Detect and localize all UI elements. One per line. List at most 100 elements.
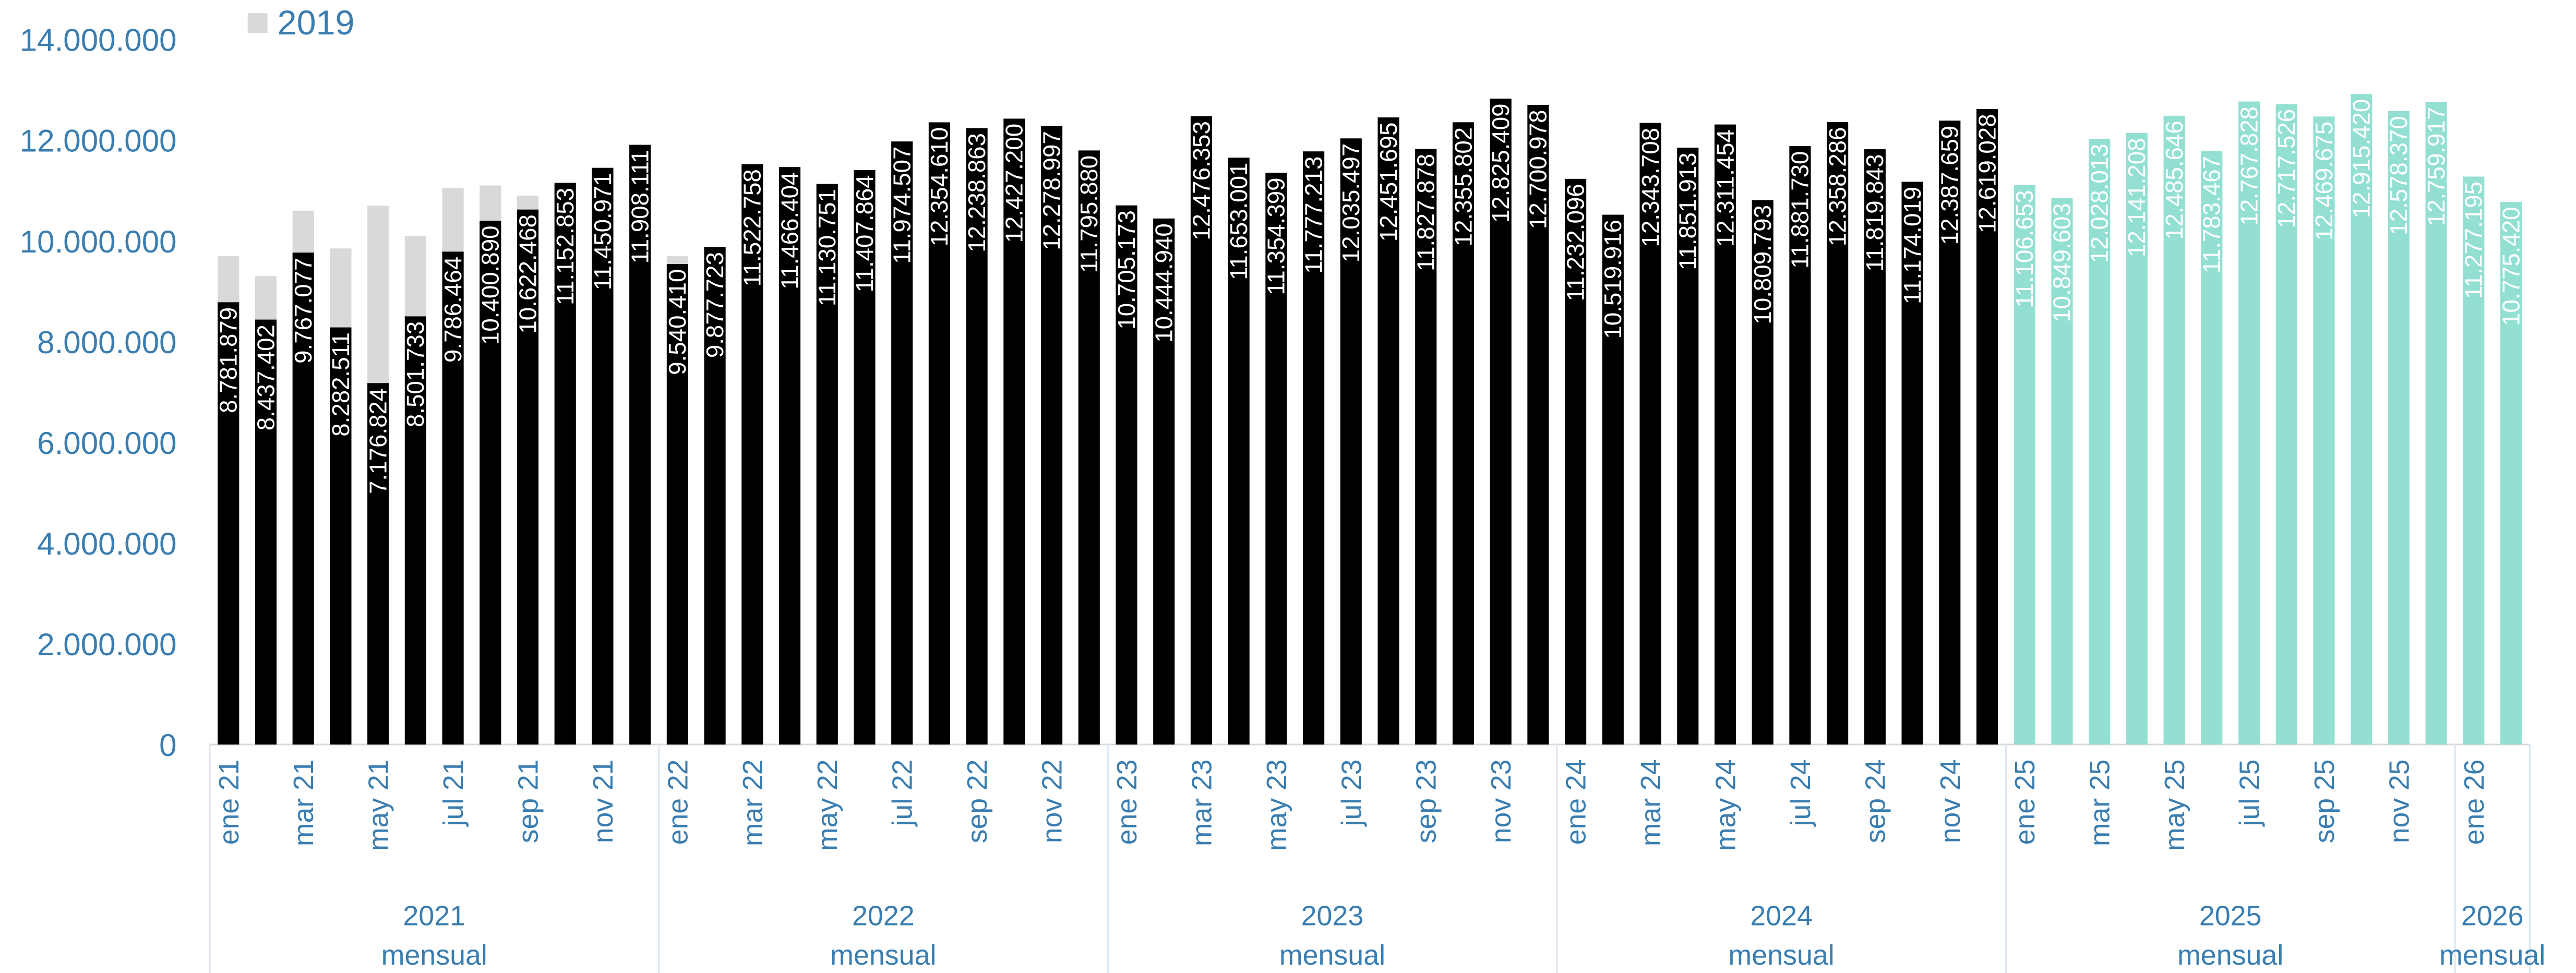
bar	[2275, 104, 2297, 745]
x-tick-label: mar 21	[288, 759, 319, 846]
bar	[1939, 121, 1961, 745]
group-sublabel: mensual	[1279, 940, 1385, 971]
x-tick-label: sep 25	[2309, 759, 2340, 843]
data-label: 10.519.916	[1600, 220, 1626, 339]
x-tick-label: may 24	[1710, 759, 1741, 851]
group-label: 2021	[403, 900, 465, 932]
bar	[2014, 185, 2035, 745]
bar	[1565, 178, 1587, 745]
data-label: 11.466.404	[776, 172, 803, 290]
data-label: 11.106.653	[2011, 190, 2038, 307]
data-label: 8.437.402	[253, 325, 279, 430]
group-label: 2025	[2199, 900, 2262, 932]
data-label: 9.540.410	[664, 269, 691, 375]
x-tick-label: may 25	[2159, 759, 2190, 851]
bar	[928, 122, 950, 745]
data-label: 12.355.802	[1450, 127, 1477, 247]
x-tick-label: sep 24	[1860, 759, 1891, 843]
x-tick-label: may 22	[812, 759, 843, 851]
data-label: 9.767.077	[290, 258, 317, 364]
data-label: 12.387.659	[1937, 126, 1963, 245]
bar	[2238, 101, 2260, 745]
bar	[1415, 149, 1437, 745]
y-tick-label: 6.000.000	[37, 426, 176, 461]
bar	[367, 383, 389, 745]
bar	[517, 209, 539, 745]
bar	[1078, 150, 1100, 745]
data-label: 11.908.111	[627, 150, 653, 263]
data-label: 11.522.758	[739, 169, 766, 286]
data-label: 11.407.864	[852, 175, 878, 292]
bar	[1040, 126, 1063, 745]
legend-swatch	[247, 13, 268, 33]
x-tick-label: sep 21	[512, 759, 544, 843]
x-tick-label: ene 21	[213, 759, 245, 845]
data-label: 12.759.917	[2423, 107, 2450, 226]
bar	[666, 264, 688, 745]
y-tick-label: 8.000.000	[37, 325, 176, 360]
bar	[1752, 200, 1774, 745]
bar	[2463, 176, 2485, 745]
bar	[404, 316, 426, 745]
data-label: 10.775.420	[2498, 207, 2524, 326]
x-tick-label: ene 25	[2009, 759, 2041, 845]
bar	[891, 141, 913, 745]
x-tick-label: nov 22	[1036, 759, 1068, 843]
bar	[629, 145, 651, 745]
y-tick-label: 10.000.000	[20, 224, 177, 259]
bar	[1490, 98, 1512, 745]
data-label: 12.358.286	[1824, 127, 1851, 247]
bar	[1003, 118, 1025, 745]
data-label: 12.767.828	[2236, 106, 2262, 226]
group-label: 2026	[2461, 900, 2524, 932]
data-label: 11.152.853	[552, 188, 579, 305]
group-sublabel: mensual	[2439, 940, 2545, 971]
data-label: 12.354.610	[926, 127, 953, 247]
data-label: 10.849.603	[2049, 203, 2076, 322]
bar	[1827, 122, 1849, 745]
bar	[1714, 124, 1736, 745]
group-sublabel: mensual	[381, 940, 487, 971]
y-tick-label: 0	[159, 728, 176, 763]
x-tick-label: jul 22	[887, 759, 918, 827]
bar	[1265, 173, 1287, 745]
bar	[2163, 115, 2185, 745]
data-label: 8.282.511	[328, 332, 354, 437]
bar	[1303, 151, 1325, 745]
group-sublabel: mensual	[2177, 940, 2283, 971]
bar	[2425, 102, 2447, 745]
y-tick-label: 12.000.000	[20, 124, 177, 159]
data-label: 11.777.213	[1300, 157, 1327, 274]
x-tick-label: ene 26	[2459, 759, 2490, 845]
x-tick-label: nov 21	[588, 759, 619, 843]
data-label: 12.311.454	[1712, 129, 1739, 247]
data-label: 11.130.751	[814, 189, 841, 306]
bar	[704, 247, 726, 745]
data-label: 12.476.353	[1188, 121, 1215, 241]
bar	[2051, 198, 2073, 745]
bar	[554, 183, 576, 745]
data-label: 11.783.467	[2199, 156, 2225, 273]
x-tick-label: may 21	[363, 759, 394, 851]
data-label: 11.174.019	[1899, 187, 1926, 304]
data-label: 11.450.971	[590, 173, 616, 290]
x-tick-label: mar 25	[2084, 759, 2116, 846]
bar	[816, 184, 838, 745]
group-sublabel: mensual	[830, 940, 936, 971]
x-tick-label: ene 24	[1560, 759, 1591, 845]
x-tick-label: nov 24	[1935, 759, 1966, 843]
bar	[1377, 117, 1399, 745]
data-label: 10.400.890	[477, 226, 504, 345]
bar	[480, 221, 501, 745]
data-label: 7.176.824	[365, 388, 391, 494]
bar	[1340, 138, 1362, 745]
bar	[1677, 147, 1699, 745]
bar	[292, 253, 314, 745]
data-label: 10.705.173	[1113, 210, 1140, 330]
bar	[778, 167, 801, 745]
data-label: 12.028.013	[2086, 143, 2113, 263]
x-tick-label: mar 24	[1635, 759, 1667, 846]
bar	[592, 167, 614, 745]
data-label: 12.343.708	[1637, 128, 1664, 247]
